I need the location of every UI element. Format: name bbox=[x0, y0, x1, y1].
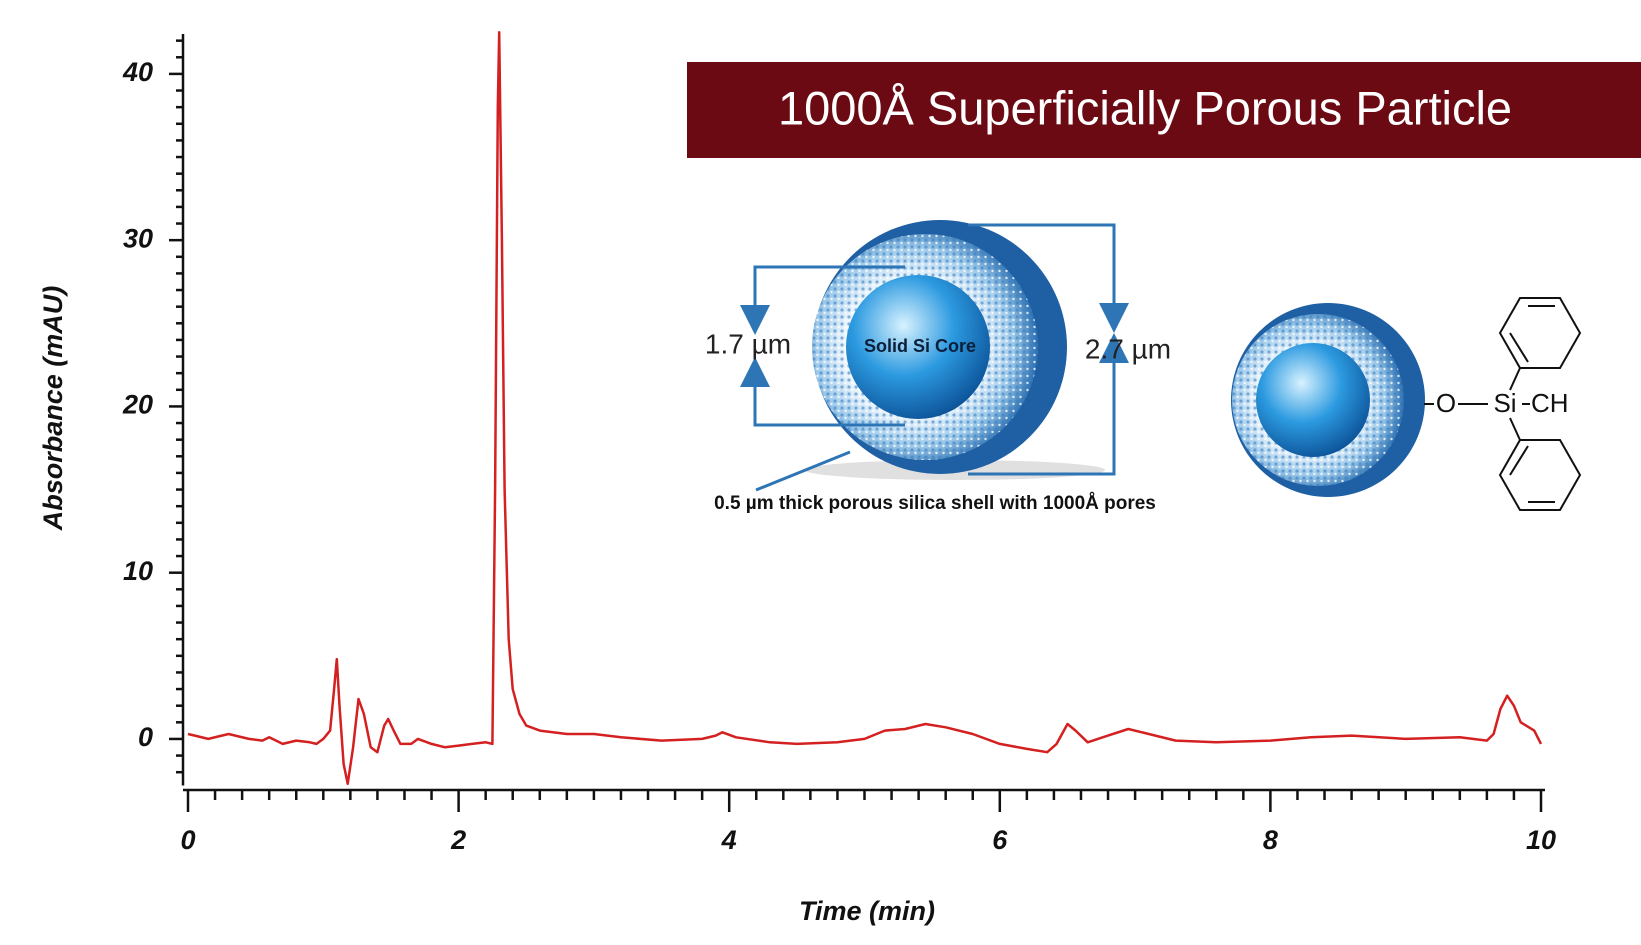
outer-diameter: 2.7 µm bbox=[1085, 333, 1171, 364]
bracket bbox=[740, 357, 905, 427]
x-tick-label: 2 bbox=[450, 825, 466, 855]
bracket bbox=[968, 223, 1129, 333]
pointer bbox=[755, 450, 851, 492]
x-tick-label: 10 bbox=[1526, 825, 1556, 855]
inset: 1000Å Superficially Porous Particle Soli… bbox=[687, 62, 1641, 514]
bracket bbox=[740, 265, 905, 335]
particle-core bbox=[1256, 343, 1370, 457]
y-tick-label: 20 bbox=[122, 390, 153, 420]
inner-diameter: 1.7 µm bbox=[705, 328, 791, 359]
caption: 0.5 µm thick porous silica shell with 10… bbox=[714, 493, 1156, 514]
core-label: Solid Si Core bbox=[864, 336, 976, 356]
atom-label: Si bbox=[1493, 388, 1516, 418]
title-banner bbox=[687, 62, 1641, 158]
particle-core bbox=[846, 275, 990, 419]
y-tick-label: 10 bbox=[123, 556, 153, 586]
plot-area: 0 10 20 30 40 0 2 4 6 8 10 bbox=[122, 31, 1556, 855]
y-tick-label: 0 bbox=[138, 722, 153, 752]
x-tick-label: 4 bbox=[721, 825, 737, 855]
x-axis-label: Time (min) bbox=[799, 896, 935, 926]
inset-title: 1000Å Superficially Porous Particle bbox=[778, 81, 1512, 134]
trace bbox=[187, 31, 1543, 786]
x-tick-label: 0 bbox=[180, 825, 195, 855]
y-tick-label: 40 bbox=[122, 57, 153, 87]
bracket bbox=[968, 333, 1129, 476]
y-tick-label: 30 bbox=[123, 223, 153, 253]
y-axis-label: Absorbance (mAU) bbox=[38, 286, 68, 532]
atom-label: CH bbox=[1531, 388, 1569, 418]
chemical-structure bbox=[1424, 297, 1582, 511]
atom-label: O bbox=[1436, 388, 1456, 418]
x-tick-label: 6 bbox=[992, 825, 1008, 855]
x-tick-label: 8 bbox=[1263, 825, 1278, 855]
